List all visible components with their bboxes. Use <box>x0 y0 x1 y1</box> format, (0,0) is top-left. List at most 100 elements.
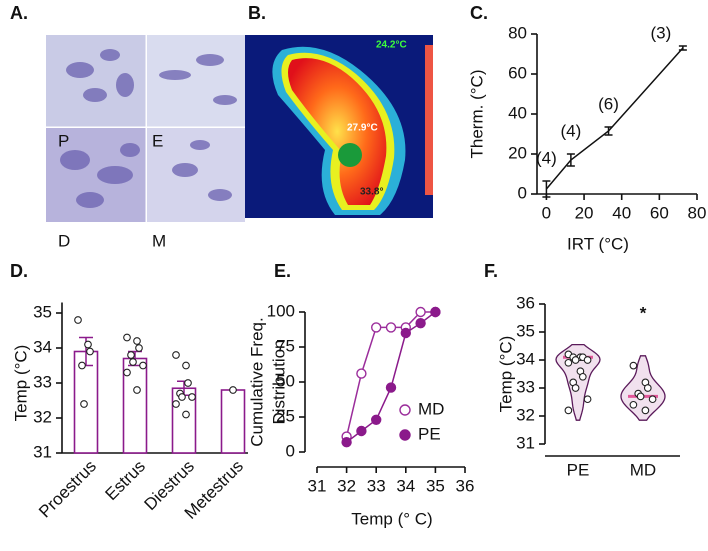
y-tick-label: 40 <box>508 103 527 122</box>
x-tick-label: 60 <box>650 203 669 222</box>
x-axis-title: Temp (° C) <box>351 509 432 528</box>
data-point <box>385 382 397 393</box>
micrograph-label: M <box>152 231 166 250</box>
data-point <box>571 356 580 364</box>
y-axis-title: Therm. (°C) <box>467 70 486 159</box>
legend-marker <box>399 429 411 441</box>
point-label: (3) <box>650 23 671 42</box>
y-axis-title: Temp (°C) <box>496 336 515 413</box>
panel-label: A. <box>10 3 28 23</box>
error-bar <box>542 180 551 198</box>
data-point <box>583 356 592 364</box>
y-axis-title: Temp (°C) <box>11 345 30 422</box>
y-tick-label: 75 <box>276 336 295 355</box>
y-tick-label: 31 <box>516 433 535 452</box>
data-point <box>564 406 573 415</box>
y-tick-label: 35 <box>516 321 535 340</box>
x-tick-label: 32 <box>337 476 356 495</box>
bar <box>220 389 246 454</box>
x-tick-label: Proestrus <box>35 457 100 522</box>
y-tick-label: 32 <box>33 407 52 426</box>
error-bar <box>678 45 687 51</box>
y-axis-title: Cumulative Freq. <box>247 317 266 446</box>
data-point <box>182 361 190 370</box>
x-tick-label: MD <box>630 460 656 479</box>
data-point <box>571 384 580 392</box>
data-point <box>229 386 237 394</box>
data-point <box>648 395 657 404</box>
y-tick-label: 33 <box>33 372 52 391</box>
x-tick-label: 31 <box>308 476 327 495</box>
data-point <box>123 368 131 377</box>
x-tick-label: 20 <box>575 203 594 222</box>
x-axis-title: IRT (°C) <box>567 234 629 253</box>
y-tick-label: 32 <box>516 405 535 424</box>
micrographs <box>46 35 245 222</box>
y-tick-label: 34 <box>33 337 52 356</box>
y-tick-label: 33 <box>516 377 535 396</box>
point-label: (4) <box>536 148 557 167</box>
data-point <box>564 358 573 367</box>
x-tick-label: 34 <box>396 476 415 495</box>
point-label: (4) <box>560 121 581 140</box>
y-axis-title: Distribution <box>269 339 288 424</box>
data-point <box>583 395 592 404</box>
data-point <box>139 361 147 370</box>
micrograph-label: E <box>152 131 163 150</box>
point-label: (6) <box>598 94 619 113</box>
data-point <box>84 340 92 349</box>
data-point <box>400 327 411 339</box>
data-point <box>371 414 382 425</box>
thermal-label: 24.2°C <box>376 40 407 51</box>
y-tick-label: 25 <box>276 406 295 425</box>
data-point <box>123 333 131 342</box>
data-point <box>78 361 86 370</box>
micrograph-label: P <box>58 131 69 150</box>
y-tick-label: 60 <box>508 63 527 82</box>
data-point <box>415 318 426 329</box>
y-tick-label: 20 <box>508 143 527 162</box>
annotation: * <box>640 303 647 322</box>
thermal-label: 27.9°C <box>347 123 378 134</box>
x-tick-label: 0 <box>542 203 551 222</box>
x-tick-label: 35 <box>426 476 445 495</box>
data-point <box>356 368 367 379</box>
error-bar <box>566 153 575 167</box>
data-point <box>182 410 190 419</box>
data-point <box>643 384 652 392</box>
y-tick-label: 100 <box>267 301 295 320</box>
y-tick-label: 35 <box>33 302 52 321</box>
data-point <box>341 437 352 448</box>
data-point <box>135 344 143 352</box>
data-point <box>133 386 141 394</box>
x-tick-label: 33 <box>367 476 386 495</box>
data-point <box>188 393 196 401</box>
y-tick-label: 80 <box>508 23 527 42</box>
y-tick-label: 31 <box>33 442 52 461</box>
y-tick-label: 34 <box>516 349 535 368</box>
data-point <box>172 400 180 408</box>
data-point <box>86 347 94 356</box>
y-tick-label: 50 <box>276 371 295 390</box>
thermal-image <box>245 35 433 218</box>
data-point <box>636 392 645 401</box>
legend-label: MD <box>418 399 444 418</box>
y-tick-label: 0 <box>518 183 527 202</box>
data-point <box>415 306 426 318</box>
data-point <box>430 306 441 318</box>
x-tick-label: Estrus <box>101 457 149 505</box>
data-point <box>133 337 141 345</box>
panel-label: F. <box>484 261 498 281</box>
panel-label: E. <box>274 261 291 281</box>
data-line <box>545 47 684 190</box>
micrograph-label: D <box>58 231 70 250</box>
data-point <box>385 322 397 333</box>
legend-label: PE <box>418 424 441 443</box>
data-point <box>74 316 82 324</box>
x-tick-label: PE <box>567 460 590 479</box>
legend-marker <box>399 404 411 416</box>
panel-label: C. <box>470 3 488 23</box>
data-point <box>178 393 186 401</box>
x-tick-label: 36 <box>456 476 475 495</box>
